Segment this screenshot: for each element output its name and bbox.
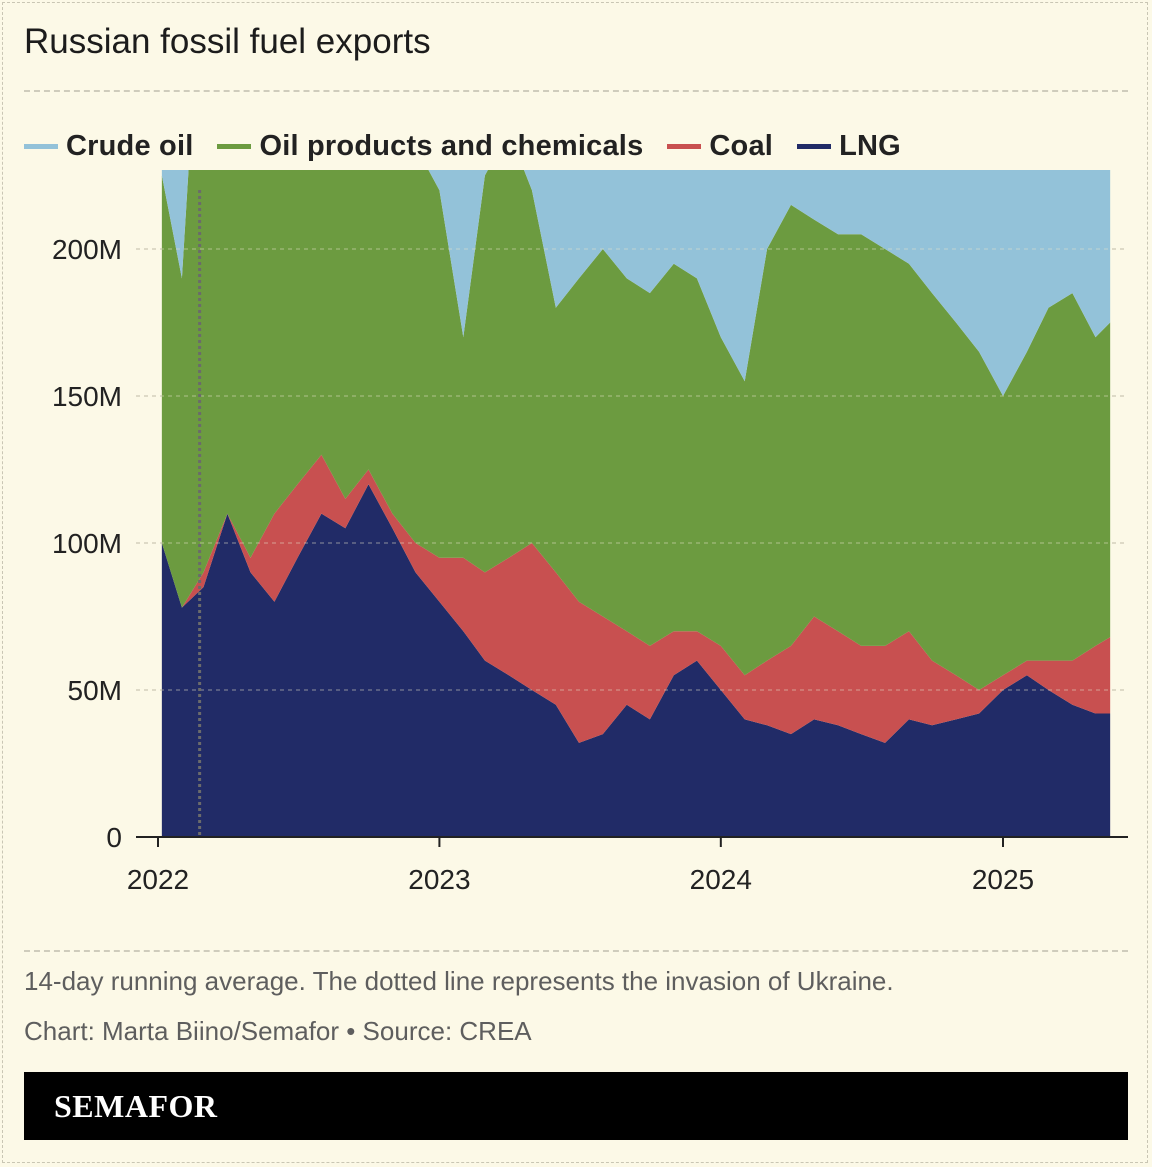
chart-note: 14-day running average. The dotted line …: [24, 966, 894, 996]
x-tick-label: 2025: [972, 864, 1034, 895]
area-coal: [161, 454, 1111, 743]
legend-item-lng: LNG: [797, 130, 901, 163]
legend-label-lng: LNG: [839, 129, 901, 162]
legend-swatch-crude-oil: [24, 143, 58, 149]
x-tick-label: 2022: [127, 864, 189, 895]
y-tick-label: 150M: [52, 381, 122, 412]
legend-label-oil-products: Oil products and chemicals: [259, 129, 644, 162]
y-tick-label: 0: [106, 822, 122, 853]
legend: Crude oil Oil products and chemicals Coa…: [24, 126, 925, 166]
area-crude-oil: [161, 170, 1111, 396]
y-tick-label: 50M: [68, 675, 122, 706]
legend-item-crude-oil: Crude oil: [24, 130, 193, 163]
legend-swatch-lng: [797, 143, 832, 149]
legend-item-oil-products: Oil products and chemicals: [217, 130, 643, 163]
y-tick-label: 100M: [52, 528, 122, 559]
footer-divider: [24, 950, 1128, 952]
legend-label-crude-oil: Crude oil: [66, 129, 194, 162]
area-oil-products-and-chemicals: [161, 170, 1111, 690]
chart-credit: Chart: Marta Biino/Semafor • Source: CRE…: [24, 1016, 532, 1046]
legend-label-coal: Coal: [709, 129, 774, 162]
y-tick-label: 200M: [52, 234, 122, 265]
legend-swatch-oil-products: [217, 143, 252, 149]
legend-item-coal: Coal: [667, 130, 773, 163]
x-tick-label: 2024: [690, 864, 752, 895]
brand-bar: SEMAFOR: [24, 1072, 1128, 1140]
x-tick-label: 2023: [408, 864, 470, 895]
title-divider: [24, 90, 1128, 92]
legend-swatch-coal: [667, 143, 702, 149]
stacked-area-chart: 050M100M150M200M250M300M350M€400M2022202…: [52, 170, 1128, 895]
chart-title: Russian fossil fuel exports: [24, 22, 431, 61]
area-lng: [161, 484, 1111, 837]
brand-logo: SEMAFOR: [54, 1088, 218, 1124]
